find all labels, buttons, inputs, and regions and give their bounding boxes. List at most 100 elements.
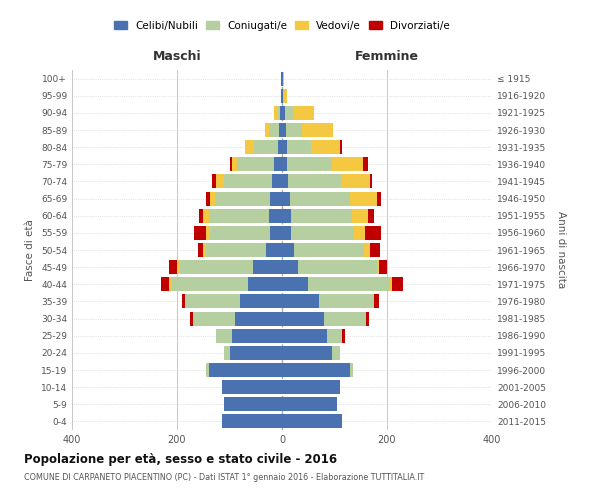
Bar xyxy=(161,278,169,291)
Bar xyxy=(224,346,229,360)
Bar xyxy=(206,363,209,377)
Bar xyxy=(319,294,374,308)
Text: Popolazione per età, sesso e stato civile - 2016: Popolazione per età, sesso e stato civil… xyxy=(24,452,337,466)
Bar xyxy=(324,312,366,326)
Bar xyxy=(282,208,292,222)
Bar xyxy=(203,208,209,222)
Bar xyxy=(199,208,203,222)
Bar xyxy=(274,158,282,172)
Bar xyxy=(203,243,206,257)
Bar xyxy=(185,294,240,308)
Bar xyxy=(366,312,368,326)
Bar xyxy=(282,106,284,120)
Bar xyxy=(182,294,185,308)
Bar xyxy=(302,123,334,137)
Bar xyxy=(281,72,282,86)
Bar xyxy=(282,398,337,411)
Bar xyxy=(280,123,282,137)
Bar xyxy=(282,260,298,274)
Bar xyxy=(308,278,389,291)
Bar xyxy=(292,226,355,240)
Bar xyxy=(377,192,381,205)
Bar xyxy=(364,158,368,172)
Bar xyxy=(193,312,235,326)
Bar xyxy=(292,208,352,222)
Bar xyxy=(221,414,282,428)
Bar xyxy=(352,208,368,222)
Bar xyxy=(172,278,248,291)
Bar xyxy=(370,243,380,257)
Bar xyxy=(248,278,282,291)
Bar xyxy=(282,346,332,360)
Bar xyxy=(232,158,238,172)
Bar xyxy=(355,226,365,240)
Bar xyxy=(254,140,278,154)
Bar xyxy=(217,328,232,342)
Bar xyxy=(274,106,278,120)
Bar xyxy=(350,363,353,377)
Bar xyxy=(341,174,370,188)
Bar xyxy=(282,123,286,137)
Y-axis label: Fasce di età: Fasce di età xyxy=(25,219,35,281)
Bar xyxy=(374,294,379,308)
Bar xyxy=(290,192,350,205)
Bar xyxy=(282,294,319,308)
Bar xyxy=(278,140,282,154)
Bar xyxy=(215,192,271,205)
Bar xyxy=(198,243,203,257)
Bar xyxy=(271,192,282,205)
Bar xyxy=(238,158,274,172)
Bar xyxy=(221,380,282,394)
Bar xyxy=(298,260,377,274)
Bar xyxy=(282,363,350,377)
Bar xyxy=(368,208,374,222)
Bar xyxy=(283,72,284,86)
Bar xyxy=(282,312,324,326)
Y-axis label: Anni di nascita: Anni di nascita xyxy=(556,212,566,288)
Bar xyxy=(284,88,287,102)
Bar xyxy=(289,174,341,188)
Bar xyxy=(269,123,280,137)
Bar xyxy=(229,346,282,360)
Bar xyxy=(326,328,343,342)
Bar xyxy=(343,328,345,342)
Bar xyxy=(265,123,269,137)
Bar xyxy=(212,174,217,188)
Bar xyxy=(210,226,271,240)
Bar xyxy=(229,158,232,172)
Bar xyxy=(364,243,370,257)
Bar xyxy=(206,192,210,205)
Bar xyxy=(224,174,271,188)
Bar xyxy=(281,88,282,102)
Bar xyxy=(293,106,314,120)
Bar xyxy=(217,174,224,188)
Bar xyxy=(293,243,364,257)
Bar xyxy=(280,106,282,120)
Bar xyxy=(282,243,293,257)
Bar xyxy=(240,294,282,308)
Bar xyxy=(283,88,284,102)
Bar xyxy=(269,208,282,222)
Bar xyxy=(311,140,340,154)
Bar xyxy=(282,88,283,102)
Bar xyxy=(282,278,308,291)
Bar xyxy=(194,226,206,240)
Bar xyxy=(287,140,311,154)
Bar xyxy=(282,414,343,428)
Bar xyxy=(282,380,340,394)
Bar xyxy=(282,328,326,342)
Bar xyxy=(206,226,210,240)
Bar xyxy=(340,140,343,154)
Bar xyxy=(206,243,266,257)
Bar xyxy=(209,208,269,222)
Bar xyxy=(224,398,282,411)
Bar xyxy=(169,278,172,291)
Bar xyxy=(284,106,293,120)
Text: Maschi: Maschi xyxy=(152,50,202,63)
Bar xyxy=(379,260,387,274)
Bar xyxy=(266,243,282,257)
Bar xyxy=(190,312,193,326)
Bar xyxy=(169,260,177,274)
Bar xyxy=(282,192,290,205)
Bar xyxy=(350,192,377,205)
